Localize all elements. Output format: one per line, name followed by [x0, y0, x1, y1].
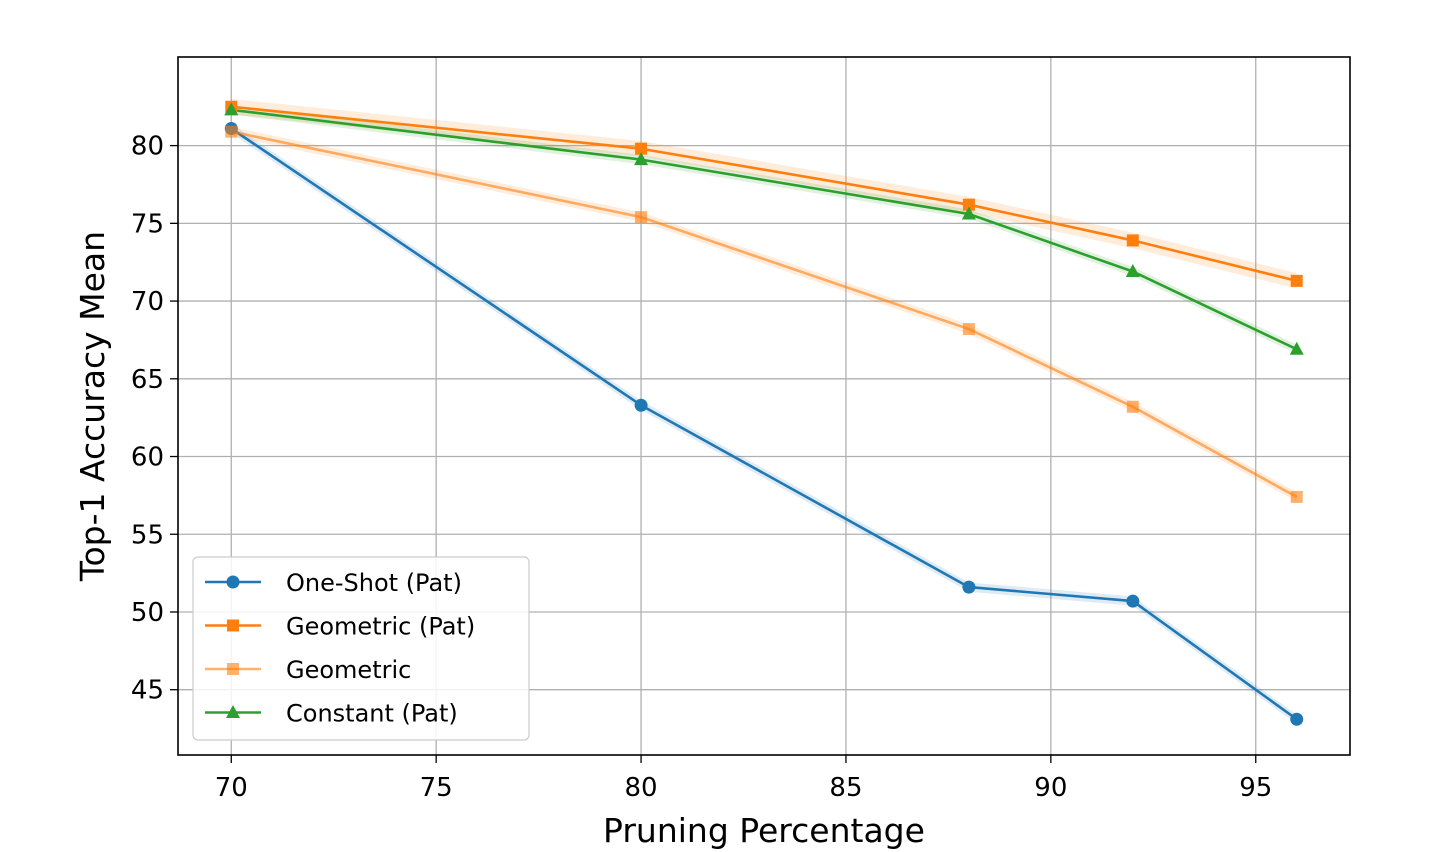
legend-marker-constant-pat [226, 705, 240, 718]
legend-label-one-shot-pat: One-Shot (Pat) [286, 569, 462, 597]
plot-frame [177, 56, 1351, 756]
point-constant-pat [634, 152, 649, 166]
point-geometric-pat [962, 198, 975, 211]
point-one-shot-pat [634, 398, 648, 412]
legend: One-Shot (Pat) Geometric (Pat) Geometric Co… [192, 556, 530, 741]
point-geometric [962, 323, 975, 336]
x-tick-label: 85 [829, 773, 862, 803]
x-axis-ticks: 70 75 80 85 90 95 [215, 755, 1272, 803]
y-axis-label: Top-1 Accuracy Mean [73, 231, 112, 582]
legend-marker-geometric-pat [227, 619, 239, 632]
legend-label-constant-pat: Constant (Pat) [286, 700, 458, 728]
point-geometric [1290, 490, 1303, 503]
point-one-shot-pat [1126, 594, 1140, 608]
series-markers [224, 100, 1304, 726]
y-axis-ticks: 45 50 55 60 65 70 75 80 [131, 132, 178, 706]
point-constant-pat [1125, 264, 1140, 278]
y-tick-label: 80 [131, 132, 164, 162]
y-tick-label: 70 [131, 287, 164, 317]
x-tick-label: 95 [1239, 773, 1272, 803]
y-tick-label: 45 [131, 676, 164, 706]
x-tick-label: 80 [625, 773, 658, 803]
y-tick-label: 75 [131, 209, 164, 239]
legend-marker-geometric [227, 663, 239, 675]
point-geometric [635, 211, 648, 224]
x-tick-label: 70 [215, 773, 248, 803]
point-geometric-pat [635, 142, 648, 155]
y-tick-label: 55 [131, 520, 164, 550]
x-axis-label: Pruning Percentage [603, 811, 925, 850]
y-tick-label: 50 [131, 598, 164, 628]
y-tick-label: 60 [131, 443, 164, 473]
point-geometric [225, 125, 238, 138]
x-tick-label: 75 [420, 773, 453, 803]
point-geometric-pat [1126, 234, 1139, 247]
legend-marker-one-shot-pat [226, 575, 240, 589]
legend-label-geometric-pat: Geometric (Pat) [286, 613, 475, 641]
point-geometric-pat [1290, 274, 1303, 287]
point-constant-pat [1289, 341, 1304, 355]
x-tick-label: 90 [1034, 773, 1067, 803]
legend-label-geometric: Geometric [286, 656, 411, 684]
point-constant-pat [224, 102, 239, 116]
point-one-shot-pat [962, 580, 976, 594]
point-constant-pat [961, 206, 976, 220]
point-geometric [1126, 400, 1139, 413]
y-tick-label: 65 [131, 365, 164, 395]
legend-frame [192, 556, 530, 741]
point-one-shot-pat [1290, 712, 1304, 726]
